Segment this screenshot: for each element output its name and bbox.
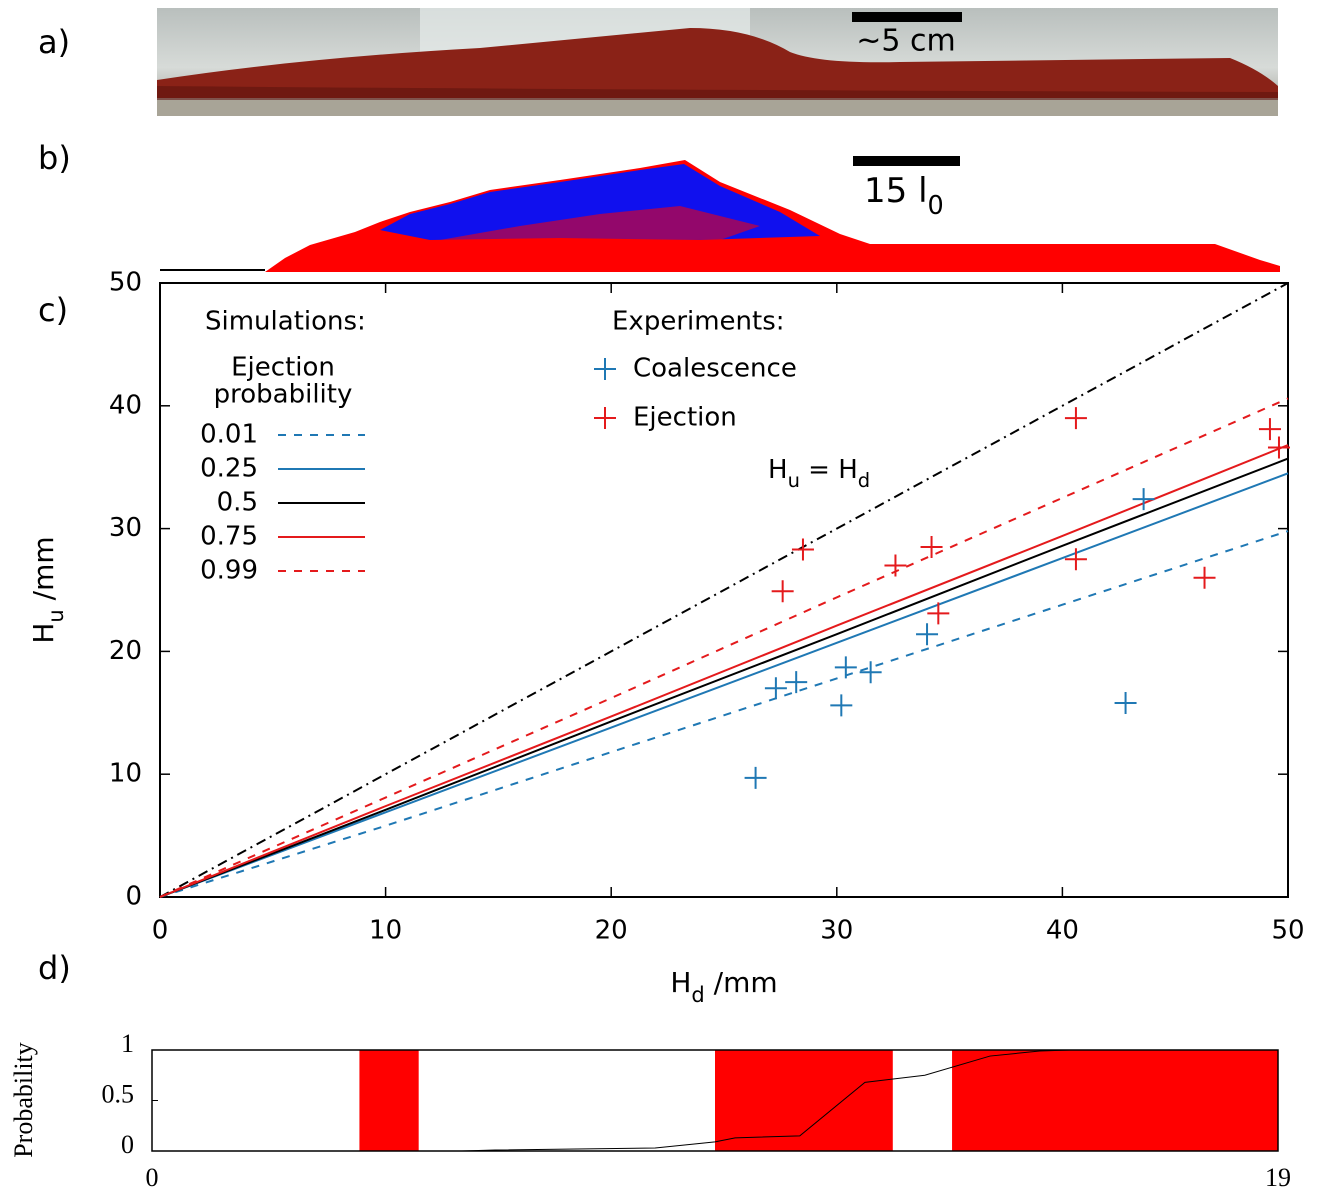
panel-label: c)	[38, 291, 68, 329]
text-part: u	[788, 469, 800, 492]
y-axis-label: Probability	[9, 1042, 38, 1158]
y-tick-label: 0	[121, 1130, 134, 1159]
y-tick-label: 40	[109, 390, 142, 420]
marker	[1132, 488, 1155, 511]
x-tick-label: 50	[1271, 916, 1304, 946]
marker	[927, 602, 950, 625]
legend-heading: Experiments:	[612, 307, 785, 337]
marker	[859, 661, 882, 684]
legend-label: 0.5	[217, 488, 258, 518]
marker	[884, 554, 907, 577]
photo	[157, 8, 1278, 116]
y-tick-label: 50	[109, 268, 142, 298]
x-tick-label: 0	[146, 1163, 159, 1192]
marker	[791, 538, 814, 561]
scale-bar	[853, 156, 960, 166]
y-tick-label: 10	[109, 759, 142, 789]
x-tick-label: 40	[1046, 916, 1079, 946]
marker	[1193, 566, 1216, 589]
text-part: 0	[928, 191, 944, 221]
panel-label: a)	[38, 23, 70, 61]
text-part: = H	[800, 455, 858, 485]
scale-bar-label: ~5 cm	[856, 24, 955, 59]
y-tick-label: 1	[121, 1029, 134, 1058]
line	[159, 444, 1289, 898]
legend-label: 0.75	[200, 522, 258, 552]
marker	[1064, 548, 1087, 571]
x-tick-label: 20	[595, 916, 628, 946]
marker	[834, 656, 857, 679]
marker	[1114, 691, 1137, 714]
marker	[744, 766, 767, 789]
chart-d: d) 0 0.5 1 0 19 Probability	[9, 949, 1291, 1192]
legend-label: 0.01	[200, 420, 258, 450]
marker	[771, 580, 794, 603]
line	[159, 282, 1289, 898]
text-part: H	[670, 966, 691, 999]
marker	[764, 677, 787, 700]
panel-label: b)	[38, 139, 71, 177]
text-part: d	[858, 469, 870, 492]
line	[159, 472, 1289, 898]
text-part: /mm	[27, 536, 60, 609]
line	[159, 457, 1289, 898]
x-tick-label: 19	[1265, 1163, 1291, 1192]
x-axis-label: Hd /mm	[670, 966, 777, 1007]
text-part: u	[44, 609, 68, 622]
marker	[920, 536, 943, 559]
band	[359, 1050, 419, 1151]
legend-title: Ejection	[231, 353, 335, 383]
x-tick-label: 30	[820, 916, 853, 946]
band	[715, 1050, 893, 1151]
legend-label: Ejection	[633, 403, 737, 433]
simulation-image	[160, 160, 1280, 272]
text-part: /mm	[705, 966, 778, 999]
legend-heading: Simulations:	[205, 307, 366, 337]
y-tick-label: 30	[109, 513, 142, 543]
marker	[830, 694, 853, 717]
text-part: d	[691, 983, 704, 1007]
line	[159, 397, 1289, 898]
scale-bar	[852, 12, 962, 22]
band	[952, 1050, 1278, 1151]
y-tick-label: 0.5	[102, 1079, 135, 1108]
scale-bar-label: 15 l0	[864, 171, 944, 222]
marker	[1064, 407, 1087, 430]
legend-title: probability	[214, 380, 353, 410]
plot-frame	[159, 282, 1289, 898]
line	[461, 1049, 1071, 1152]
text-part: H	[27, 623, 60, 644]
panel-label: d)	[38, 949, 71, 987]
x-tick-label: 10	[369, 916, 402, 946]
annotation: Hu = Hd	[768, 455, 870, 493]
legend-marker	[594, 358, 616, 380]
text-part: 15 l	[864, 171, 928, 211]
marker	[916, 623, 939, 646]
legend-label: 0.99	[200, 556, 258, 586]
marker	[785, 671, 808, 694]
marker	[1267, 436, 1290, 459]
text-part: H	[768, 455, 788, 485]
legend-label: Coalescence	[633, 354, 797, 384]
x-tick-label: 0	[152, 916, 169, 946]
legend-label: 0.25	[200, 454, 258, 484]
marker	[1258, 418, 1281, 441]
y-axis-label: Hu /mm	[27, 536, 68, 643]
y-tick-label: 0	[125, 882, 142, 912]
line	[159, 530, 1289, 898]
y-tick-label: 20	[109, 636, 142, 666]
legend-marker	[594, 407, 616, 429]
